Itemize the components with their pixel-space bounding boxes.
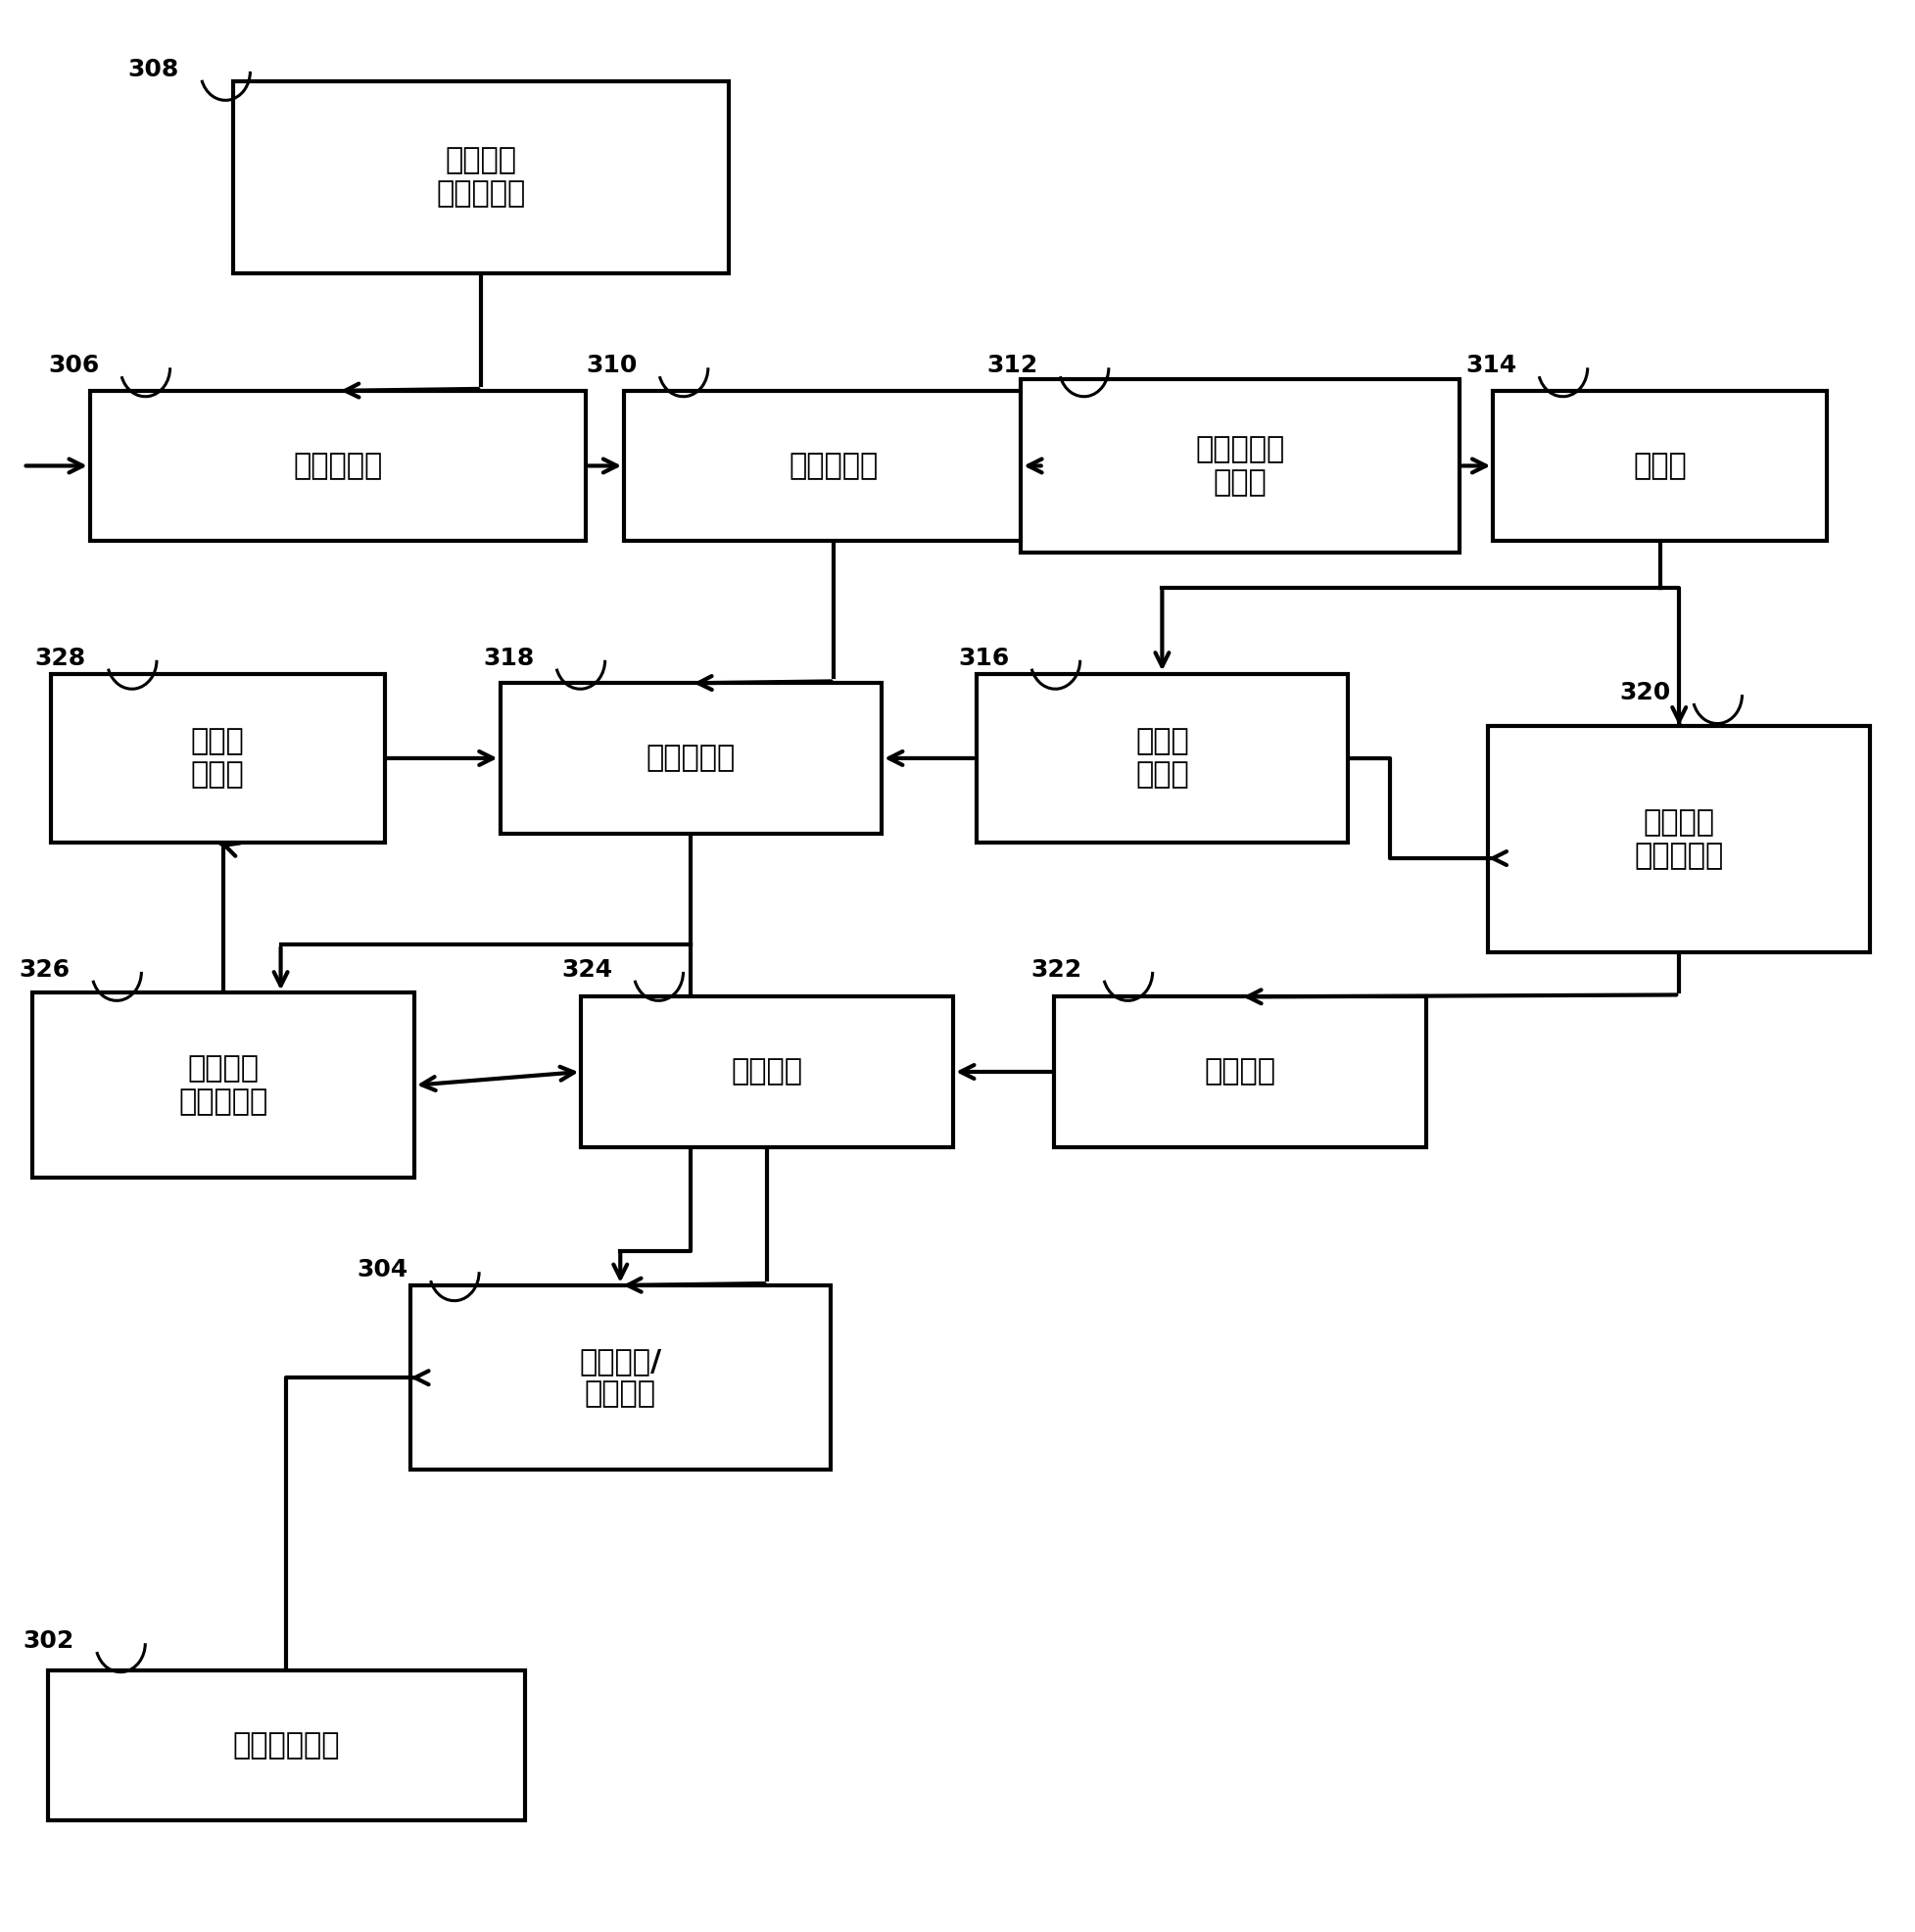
- Text: 声学校验炮
检测器: 声学校验炮 检测器: [1195, 435, 1285, 497]
- Text: 初至波
检测器: 初至波 检测器: [192, 728, 245, 788]
- Text: 模数转换器: 模数转换器: [293, 452, 383, 479]
- Bar: [1053, 997, 1425, 1148]
- Text: 302: 302: [23, 1629, 75, 1652]
- Text: 同步时钟基准: 同步时钟基准: [234, 1731, 339, 1760]
- Text: 水听器或
地震检波器: 水听器或 地震检波器: [437, 147, 525, 209]
- Bar: [1021, 379, 1459, 553]
- Bar: [1488, 726, 1869, 952]
- Text: 326: 326: [19, 958, 71, 981]
- Bar: [48, 1669, 525, 1820]
- Bar: [975, 674, 1348, 842]
- Text: 下采样抗
混叠滤波器: 下采样抗 混叠滤波器: [1633, 808, 1724, 869]
- Text: 312: 312: [986, 354, 1038, 377]
- Text: 324: 324: [561, 958, 613, 981]
- Text: 下采样器: 下采样器: [1205, 1057, 1275, 1086]
- Text: 失真计算器: 失真计算器: [645, 744, 735, 773]
- Bar: [33, 993, 414, 1179]
- Text: 初至波
检测器: 初至波 检测器: [1136, 728, 1189, 788]
- Bar: [624, 390, 1044, 541]
- Text: 316: 316: [958, 645, 1009, 670]
- Bar: [234, 81, 730, 274]
- Text: 306: 306: [48, 354, 100, 377]
- Text: 带通滤波器: 带通滤波器: [789, 452, 879, 479]
- Bar: [90, 390, 586, 541]
- Bar: [580, 997, 954, 1148]
- Bar: [1492, 390, 1827, 541]
- Text: 叠加器: 叠加器: [1632, 452, 1685, 479]
- Bar: [52, 674, 385, 842]
- Text: 328: 328: [34, 645, 86, 670]
- Text: 320: 320: [1620, 680, 1670, 705]
- Text: 318: 318: [483, 645, 534, 670]
- Text: 308: 308: [128, 58, 180, 81]
- Text: 再量化器: 再量化器: [732, 1057, 802, 1086]
- Text: 上采样和
插值滤波器: 上采样和 插值滤波器: [178, 1055, 268, 1117]
- Bar: [500, 684, 881, 833]
- Text: 304: 304: [356, 1258, 408, 1281]
- Text: 310: 310: [586, 354, 638, 377]
- Bar: [410, 1285, 829, 1470]
- Text: 322: 322: [1030, 958, 1080, 981]
- Text: 314: 314: [1465, 354, 1517, 377]
- Text: 存储器和/
或发送器: 存储器和/ 或发送器: [578, 1347, 661, 1408]
